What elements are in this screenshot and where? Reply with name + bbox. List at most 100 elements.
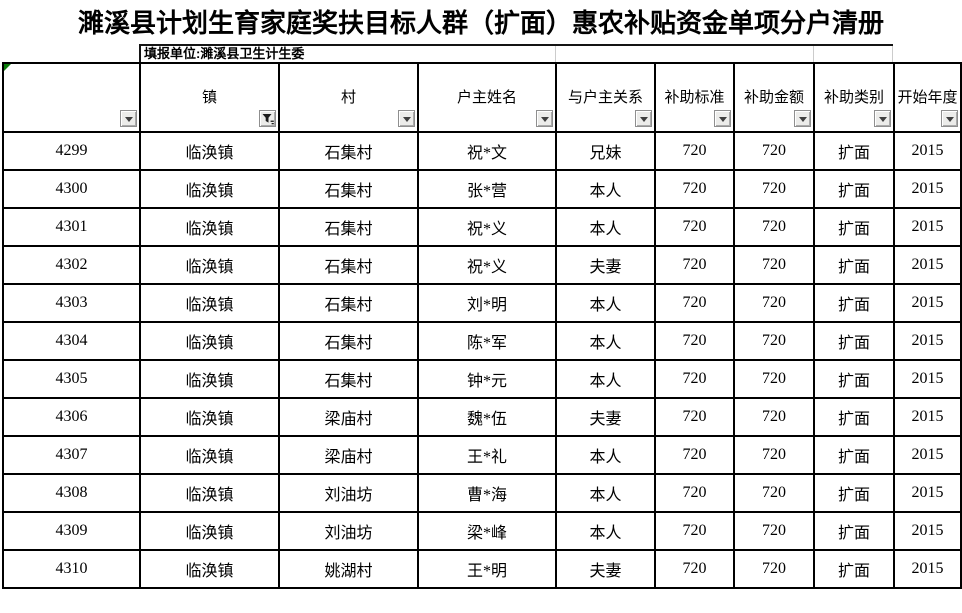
table-cell[interactable]: 4310 <box>2 549 141 589</box>
table-cell[interactable]: 临涣镇 <box>139 245 280 285</box>
table-cell[interactable]: 本人 <box>555 511 656 551</box>
table-cell[interactable]: 720 <box>654 359 735 399</box>
table-cell[interactable]: 720 <box>654 435 735 475</box>
table-cell[interactable]: 2015 <box>893 245 962 285</box>
table-cell[interactable]: 2015 <box>893 131 962 171</box>
table-cell[interactable]: 石集村 <box>278 245 419 285</box>
table-cell[interactable]: 扩面 <box>813 435 895 475</box>
filter-dropdown-button[interactable] <box>398 110 415 127</box>
table-cell[interactable]: 石集村 <box>278 131 419 171</box>
filter-dropdown-button[interactable] <box>941 110 958 127</box>
table-cell[interactable]: 梁庙村 <box>278 397 419 437</box>
table-cell[interactable]: 2015 <box>893 549 962 589</box>
table-cell[interactable]: 4300 <box>2 169 141 209</box>
table-cell[interactable]: 720 <box>733 131 815 171</box>
table-cell[interactable]: 临涣镇 <box>139 435 280 475</box>
table-cell[interactable]: 4308 <box>2 473 141 513</box>
table-cell[interactable]: 扩面 <box>813 283 895 323</box>
table-cell[interactable]: 720 <box>733 321 815 361</box>
table-cell[interactable]: 2015 <box>893 207 962 247</box>
table-cell[interactable]: 720 <box>733 549 815 589</box>
table-cell[interactable]: 石集村 <box>278 321 419 361</box>
table-cell[interactable]: 4302 <box>2 245 141 285</box>
table-cell[interactable]: 本人 <box>555 321 656 361</box>
table-cell[interactable]: 扩面 <box>813 321 895 361</box>
table-cell[interactable]: 4306 <box>2 397 141 437</box>
table-cell[interactable]: 临涣镇 <box>139 549 280 589</box>
table-cell[interactable]: 扩面 <box>813 549 895 589</box>
table-cell[interactable]: 刘*明 <box>417 283 557 323</box>
table-cell[interactable]: 姚湖村 <box>278 549 419 589</box>
table-cell[interactable]: 本人 <box>555 169 656 209</box>
table-cell[interactable]: 720 <box>733 283 815 323</box>
table-cell[interactable]: 本人 <box>555 473 656 513</box>
table-cell[interactable]: 夫妻 <box>555 397 656 437</box>
table-cell[interactable]: 2015 <box>893 435 962 475</box>
table-cell[interactable]: 720 <box>654 245 735 285</box>
table-cell[interactable]: 扩面 <box>813 397 895 437</box>
table-cell[interactable]: 本人 <box>555 283 656 323</box>
table-cell[interactable]: 祝*义 <box>417 245 557 285</box>
table-cell[interactable]: 本人 <box>555 359 656 399</box>
table-cell[interactable]: 720 <box>654 283 735 323</box>
table-cell[interactable]: 4304 <box>2 321 141 361</box>
table-cell[interactable]: 720 <box>733 397 815 437</box>
table-cell[interactable]: 梁庙村 <box>278 435 419 475</box>
filter-dropdown-button[interactable] <box>120 110 137 127</box>
table-cell[interactable]: 王*明 <box>417 549 557 589</box>
table-cell[interactable]: 2015 <box>893 283 962 323</box>
table-cell[interactable]: 720 <box>654 207 735 247</box>
table-cell[interactable]: 祝*义 <box>417 207 557 247</box>
table-cell[interactable]: 祝*文 <box>417 131 557 171</box>
table-cell[interactable]: 梁*峰 <box>417 511 557 551</box>
table-cell[interactable]: 兄妹 <box>555 131 656 171</box>
table-cell[interactable]: 陈*军 <box>417 321 557 361</box>
table-cell[interactable]: 720 <box>654 321 735 361</box>
table-cell[interactable]: 临涣镇 <box>139 207 280 247</box>
table-cell[interactable]: 2015 <box>893 169 962 209</box>
table-cell[interactable]: 720 <box>733 245 815 285</box>
table-cell[interactable]: 钟*元 <box>417 359 557 399</box>
table-cell[interactable]: 石集村 <box>278 359 419 399</box>
table-cell[interactable]: 夫妻 <box>555 549 656 589</box>
filter-dropdown-button[interactable] <box>714 110 731 127</box>
table-cell[interactable]: 临涣镇 <box>139 169 280 209</box>
table-cell[interactable]: 临涣镇 <box>139 321 280 361</box>
table-cell[interactable]: 4299 <box>2 131 141 171</box>
table-cell[interactable]: 2015 <box>893 397 962 437</box>
table-cell[interactable]: 张*营 <box>417 169 557 209</box>
table-cell[interactable]: 石集村 <box>278 283 419 323</box>
table-cell[interactable]: 本人 <box>555 207 656 247</box>
table-cell[interactable]: 夫妻 <box>555 245 656 285</box>
table-cell[interactable]: 扩面 <box>813 207 895 247</box>
table-cell[interactable]: 魏*伍 <box>417 397 557 437</box>
table-cell[interactable]: 临涣镇 <box>139 397 280 437</box>
table-cell[interactable]: 扩面 <box>813 473 895 513</box>
table-cell[interactable]: 王*礼 <box>417 435 557 475</box>
table-cell[interactable]: 720 <box>733 207 815 247</box>
table-cell[interactable]: 720 <box>733 435 815 475</box>
filter-dropdown-button[interactable] <box>874 110 891 127</box>
table-cell[interactable]: 石集村 <box>278 169 419 209</box>
table-cell[interactable]: 扩面 <box>813 511 895 551</box>
table-cell[interactable]: 720 <box>733 511 815 551</box>
filter-dropdown-button[interactable] <box>536 110 553 127</box>
table-cell[interactable]: 720 <box>654 397 735 437</box>
table-cell[interactable]: 本人 <box>555 435 656 475</box>
table-cell[interactable]: 扩面 <box>813 169 895 209</box>
table-cell[interactable]: 临涣镇 <box>139 131 280 171</box>
table-cell[interactable]: 720 <box>654 131 735 171</box>
table-cell[interactable]: 720 <box>654 549 735 589</box>
table-cell[interactable]: 扩面 <box>813 245 895 285</box>
table-cell[interactable]: 刘油坊 <box>278 473 419 513</box>
table-cell[interactable]: 4309 <box>2 511 141 551</box>
table-cell[interactable]: 扩面 <box>813 359 895 399</box>
table-cell[interactable]: 2015 <box>893 359 962 399</box>
filter-dropdown-button[interactable] <box>794 110 811 127</box>
table-cell[interactable]: 临涣镇 <box>139 359 280 399</box>
table-cell[interactable]: 720 <box>654 473 735 513</box>
table-cell[interactable]: 石集村 <box>278 207 419 247</box>
table-cell[interactable]: 临涣镇 <box>139 283 280 323</box>
table-cell[interactable]: 扩面 <box>813 131 895 171</box>
table-cell[interactable]: 4305 <box>2 359 141 399</box>
